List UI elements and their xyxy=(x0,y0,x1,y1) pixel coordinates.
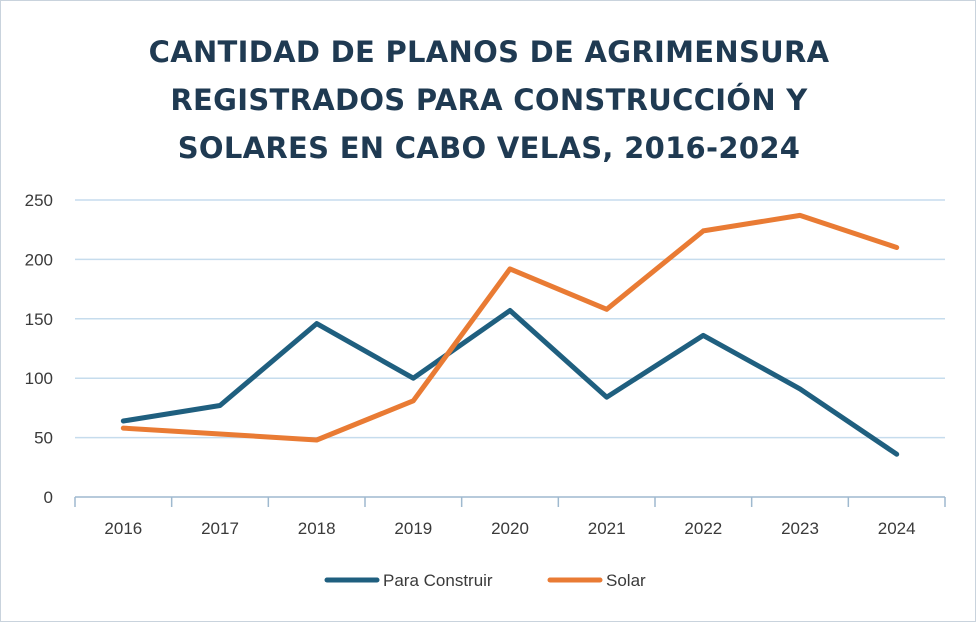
x-tick-label: 2023 xyxy=(781,519,819,538)
series-line-para-construir xyxy=(120,308,900,457)
series-lines xyxy=(120,212,900,457)
series-line-solar xyxy=(120,212,900,443)
y-tick-label: 250 xyxy=(25,191,53,210)
x-tick-label: 2016 xyxy=(104,519,142,538)
gridlines xyxy=(75,199,945,439)
x-tick-label: 2019 xyxy=(394,519,432,538)
chart-title-line-3: SOLARES EN CABO VELAS, 2016-2024 xyxy=(177,131,801,165)
y-tick-label: 0 xyxy=(44,488,53,507)
x-tick-label: 2022 xyxy=(684,519,722,538)
x-tick-label: 2020 xyxy=(491,519,529,538)
chart-title-line-1: CANTIDAD DE PLANOS DE AGRIMENSURA xyxy=(148,35,830,69)
legend-label: Solar xyxy=(606,571,646,590)
chart-title: CANTIDAD DE PLANOS DE AGRIMENSURA REGIST… xyxy=(0,28,978,172)
legend: Para Construir Solar xyxy=(324,571,646,590)
y-tick-label: 200 xyxy=(25,250,53,269)
x-tick-label: 2017 xyxy=(201,519,239,538)
y-tick-label: 50 xyxy=(34,429,53,448)
y-tick-label: 150 xyxy=(25,310,53,329)
x-axis: 2016 2017 2018 2019 2020 2021 2022 2023 2024 xyxy=(74,496,946,538)
x-tick-label: 2018 xyxy=(298,519,336,538)
x-tick-label: 2024 xyxy=(878,519,916,538)
y-axis: 0 50 100 150 200 250 xyxy=(25,191,53,507)
x-tick-label: 2021 xyxy=(588,519,626,538)
y-tick-label: 100 xyxy=(25,369,53,388)
chart-title-line-2: REGISTRADOS PARA CONSTRUCCIÓN Y xyxy=(170,83,808,117)
legend-label: Para Construir xyxy=(383,571,493,590)
